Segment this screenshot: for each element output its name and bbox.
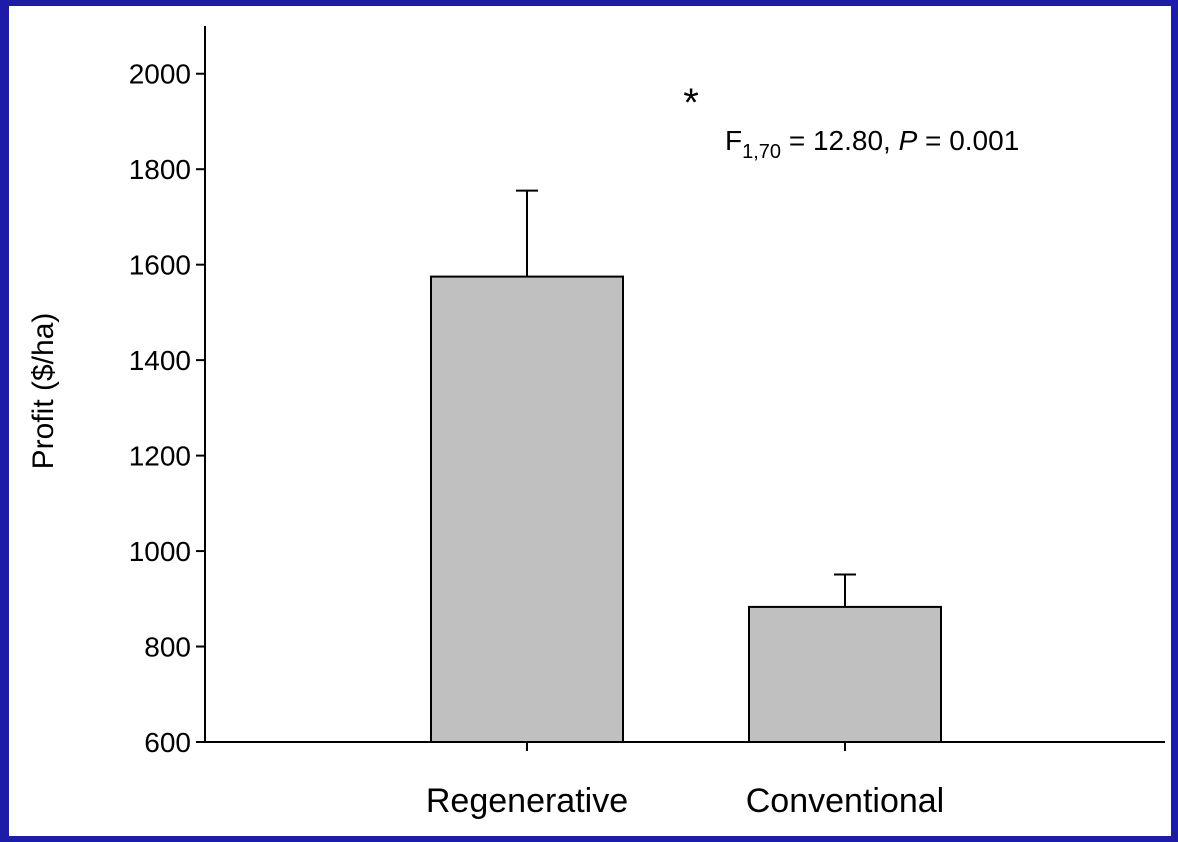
bars-layer xyxy=(430,275,942,743)
error-bars-layer xyxy=(516,189,856,607)
chart-frame: Regenerative Conventional 600 800 1000 1200 14… xyxy=(9,6,1171,836)
statistic-annotation: F1,70 = 12.80, P = 0.001 xyxy=(725,125,1019,163)
significance-marker: * xyxy=(683,81,699,125)
y-tick-label-1800: 1800 xyxy=(129,154,191,185)
bar-chart: Regenerative Conventional 600 800 1000 1200 14… xyxy=(27,26,1165,820)
p-label: P xyxy=(899,125,918,156)
y-tick-label-1000: 1000 xyxy=(129,536,191,567)
y-tick-label-800: 800 xyxy=(144,632,191,663)
y-axis-label: Profit ($/ha) xyxy=(27,313,60,470)
stat-prefix: F xyxy=(725,125,742,156)
x-tick-label-conventional: Conventional xyxy=(746,782,944,820)
bar-regenerative xyxy=(430,275,624,743)
y-tick-label-1200: 1200 xyxy=(129,441,191,472)
stat-subscript: 1,70 xyxy=(742,141,781,163)
x-tick-label-regenerative: Regenerative xyxy=(426,782,628,820)
bar-conventional xyxy=(748,605,942,743)
y-tick-label-1400: 1400 xyxy=(129,345,191,376)
stat-value: = 12.80, xyxy=(781,125,899,156)
axes-layer: Regenerative Conventional 600 800 1000 1200 14… xyxy=(129,26,1165,820)
y-tick-label-2000: 2000 xyxy=(129,59,191,90)
p-value: = 0.001 xyxy=(917,125,1019,156)
y-tick-label-600: 600 xyxy=(144,727,191,758)
y-tick-label-1600: 1600 xyxy=(129,250,191,281)
